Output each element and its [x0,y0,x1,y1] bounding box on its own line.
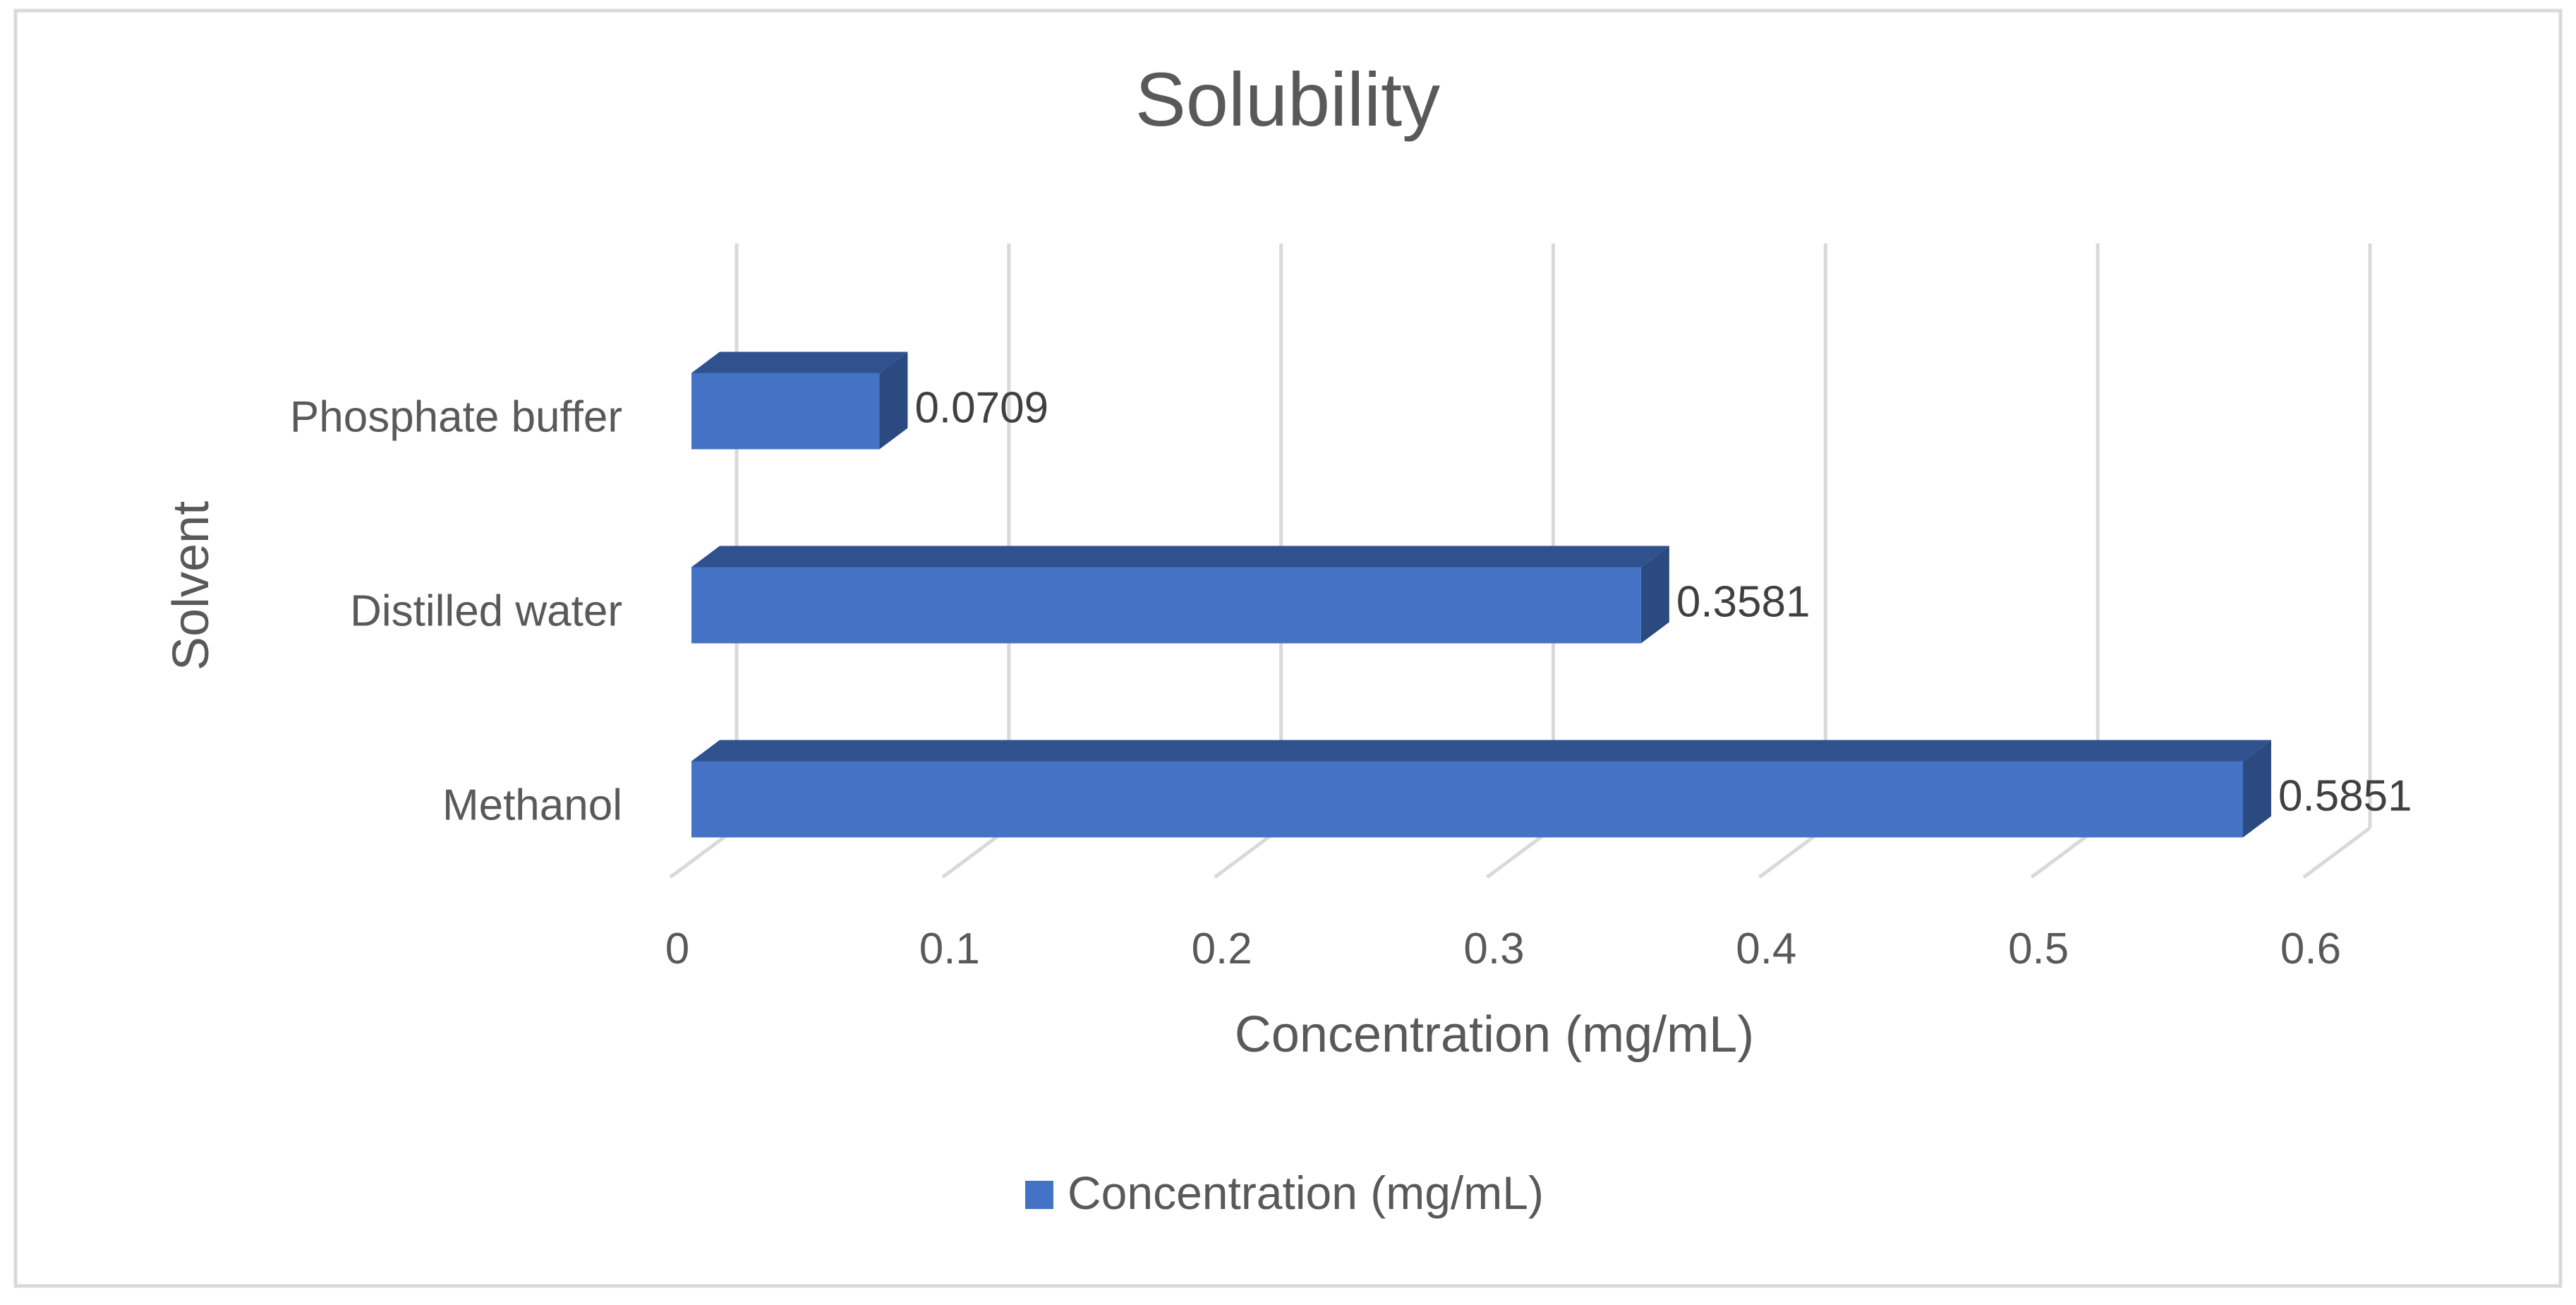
floor-gridline [2302,826,2371,879]
legend-swatch [1025,1181,1053,1209]
chart-title: Solubility [1135,56,1440,142]
data-label: 0.0709 [914,384,1048,433]
legend: Concentration (mg/mL) [1025,1167,1544,1219]
bar-top-face [691,740,2272,762]
bar [691,761,2244,838]
x-tick-label: 0.2 [1192,925,1252,973]
legend-label: Concentration (mg/mL) [1068,1167,1544,1219]
chart-border [13,8,2563,1288]
x-tick-label: 0 [665,925,689,973]
data-label: 0.3581 [1676,578,1810,627]
x-tick-label: 0.1 [919,925,980,973]
y-category-label: Phosphate buffer [290,393,622,442]
bar-top-face [691,351,908,373]
x-tick-label: 0.4 [1736,925,1796,973]
bar-side-face [879,351,908,450]
y-category-label: Methanol [442,781,622,830]
y-category-label: Distilled water [350,587,622,636]
label-layer: 0 0.1 0.2 0.3 0.4 0.5 0.6 0.0709 Phosphate buffe… [290,384,2412,974]
grid-layer [669,243,2372,879]
bar-side-face [1640,546,1669,644]
x-tick-label: 0.5 [2008,925,2069,973]
bar [691,567,1641,644]
x-axis-title: Concentration (mg/mL) [1235,1006,1754,1063]
y-axis-title: Solvent [163,501,219,670]
bar-side-face [2243,740,2272,838]
x-tick-label: 0.3 [1463,925,1524,973]
bar [691,373,880,450]
bar-top-face [691,546,1669,567]
bar-layer [691,351,2272,838]
x-tick-label: 0.6 [2280,925,2341,973]
data-label: 0.5851 [2278,772,2412,821]
